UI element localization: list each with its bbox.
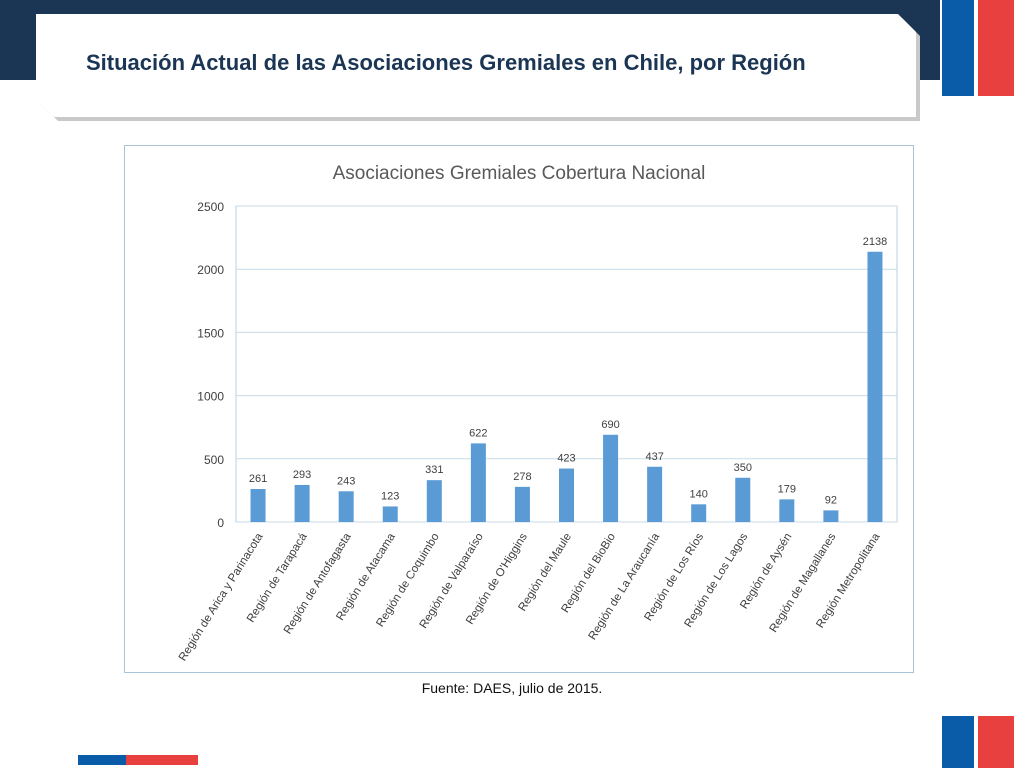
- data-label: 123: [381, 490, 399, 502]
- data-label: 293: [293, 469, 311, 481]
- source-note: Fuente: DAES, julio de 2015.: [421, 680, 603, 696]
- bar: [514, 486, 530, 522]
- bar: [603, 434, 619, 522]
- bar: [735, 477, 751, 522]
- y-tick-label: 1500: [197, 326, 224, 340]
- data-label: 2138: [863, 236, 887, 248]
- bar: [559, 468, 574, 522]
- bar: [294, 484, 310, 522]
- bar: [250, 489, 266, 522]
- data-label: 140: [690, 488, 708, 500]
- data-label: 350: [734, 462, 752, 474]
- bar: [867, 251, 883, 522]
- title-card: [36, 14, 916, 117]
- bottom-color-strip: [78, 755, 198, 765]
- data-label: 243: [337, 475, 355, 487]
- bar: [426, 480, 442, 522]
- data-label: 437: [645, 451, 663, 463]
- bar: [779, 499, 795, 522]
- data-label: 261: [249, 473, 267, 485]
- bar: [691, 504, 707, 522]
- y-tick-label: 500: [204, 453, 224, 467]
- data-label: 423: [557, 453, 575, 465]
- chart-frame: Asociaciones Gremiales Cobertura Naciona…: [124, 145, 914, 673]
- flag-decoration-top: [942, 0, 1014, 96]
- x-tick-label: Región de Arica y Parinacota: [177, 531, 266, 664]
- y-tick-label: 1000: [197, 390, 224, 404]
- data-label: 622: [469, 427, 487, 439]
- bar: [382, 506, 398, 522]
- data-label: 278: [513, 471, 531, 483]
- data-label: 331: [425, 464, 443, 476]
- y-tick-label: 2000: [197, 263, 224, 277]
- flag-decoration-bottom: [942, 716, 1014, 768]
- bar: [647, 466, 663, 522]
- bar-chart: Asociaciones Gremiales Cobertura Naciona…: [177, 163, 898, 664]
- chart-title: Asociaciones Gremiales Cobertura Naciona…: [333, 163, 706, 184]
- bar: [823, 510, 839, 522]
- data-label: 179: [778, 483, 796, 495]
- bar: [338, 491, 354, 522]
- data-label: 92: [825, 494, 837, 506]
- y-tick-label: 0: [217, 516, 224, 530]
- data-label: 690: [601, 419, 619, 431]
- page-title: Situación Actual de las Asociaciones Gre…: [86, 50, 806, 75]
- y-tick-label: 2500: [197, 200, 224, 214]
- bar: [470, 443, 486, 522]
